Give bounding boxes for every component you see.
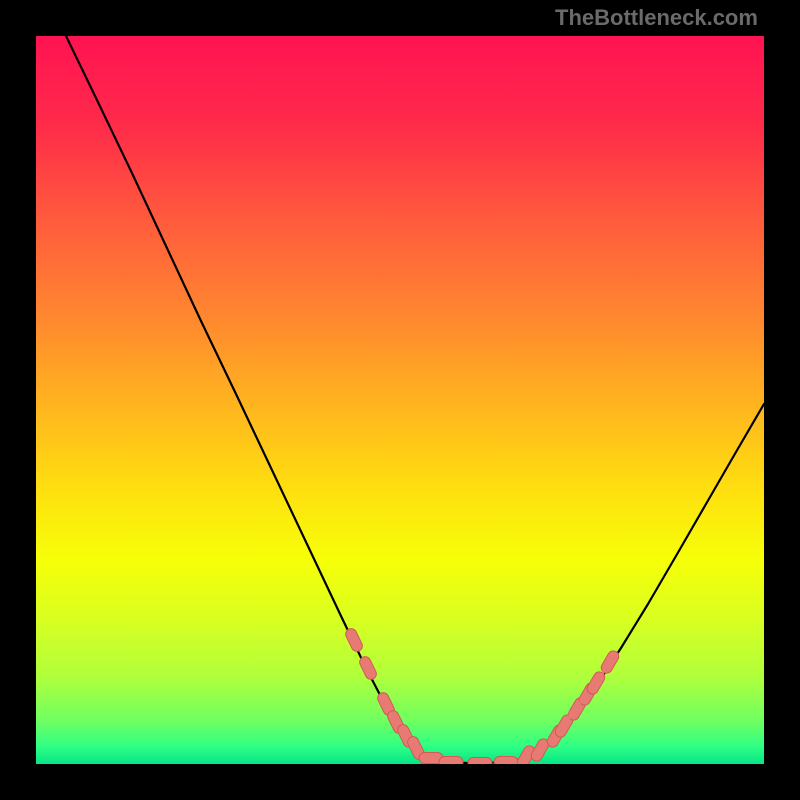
curve-marker [376,691,396,717]
curve-whisker [568,712,570,724]
plot-area [36,36,764,764]
curve-marker [406,735,426,761]
curve-marker [358,655,378,681]
curve-whisker [579,698,581,710]
watermark-text: TheBottleneck.com [555,5,758,31]
bottleneck-curve-svg [36,36,764,764]
curve-marker [529,737,551,763]
curve-marker [599,649,621,675]
curve-marker [344,627,364,653]
curve-marker [553,713,575,739]
curve-marker [494,757,518,765]
curve-marker [566,696,588,722]
curve-whisker [562,722,563,733]
curve-marker [439,757,463,765]
curve-whisker [603,663,605,674]
curve-marker [396,723,416,749]
curve-marker [468,758,492,765]
curve-marker [585,670,607,696]
curve-whisker [591,680,593,692]
curve-marker [545,723,567,749]
bottleneck-curve [66,36,764,763]
curve-marker [386,709,406,735]
curve-marker [515,744,537,764]
curve-marker [419,753,443,764]
curve-marker [577,681,599,707]
